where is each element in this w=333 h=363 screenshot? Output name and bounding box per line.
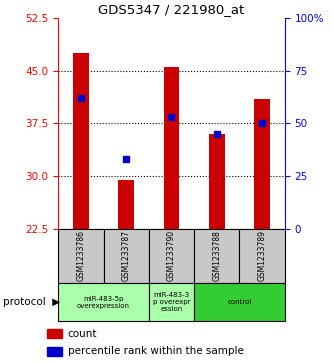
Bar	[118, 180, 134, 229]
Bar	[149, 283, 194, 321]
Bar	[47, 347, 62, 356]
Text: miR-483-3
p overexpr
ession: miR-483-3 p overexpr ession	[153, 292, 190, 312]
Bar	[47, 330, 62, 338]
Point	[169, 114, 174, 120]
Bar	[194, 229, 239, 283]
Text: GSM1233790: GSM1233790	[167, 231, 176, 281]
Bar	[73, 53, 89, 229]
Bar	[104, 229, 149, 283]
Bar	[194, 283, 285, 321]
Point	[214, 131, 219, 137]
Bar	[164, 67, 179, 229]
Text: protocol  ▶: protocol ▶	[3, 297, 61, 307]
Point	[259, 121, 265, 126]
Bar	[209, 134, 225, 229]
Text: GSM1233787: GSM1233787	[122, 231, 131, 281]
Text: control: control	[227, 299, 252, 305]
Text: GSM1233788: GSM1233788	[212, 231, 221, 281]
Text: miR-483-5p
overexpression: miR-483-5p overexpression	[77, 296, 130, 309]
Text: GSM1233789: GSM1233789	[257, 231, 267, 281]
Bar	[149, 229, 194, 283]
Point	[78, 95, 84, 101]
Text: GSM1233786: GSM1233786	[76, 231, 86, 281]
Bar	[58, 229, 104, 283]
Title: GDS5347 / 221980_at: GDS5347 / 221980_at	[98, 3, 245, 16]
Bar	[239, 229, 285, 283]
Text: percentile rank within the sample: percentile rank within the sample	[68, 346, 243, 356]
Bar	[58, 283, 149, 321]
Point	[124, 156, 129, 162]
Bar	[254, 99, 270, 229]
Text: count: count	[68, 329, 97, 339]
